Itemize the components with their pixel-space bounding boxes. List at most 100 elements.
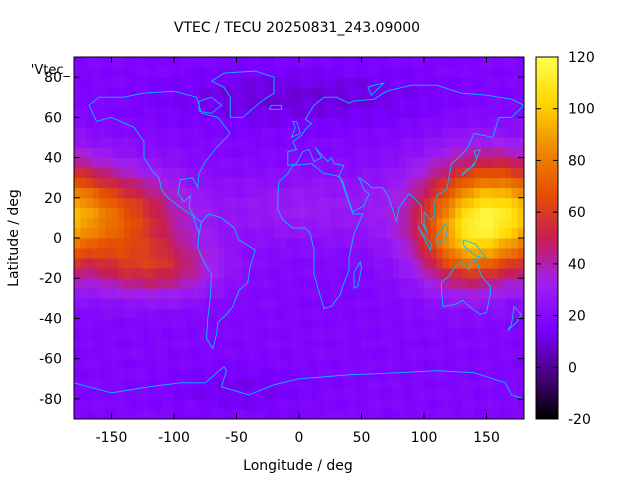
heatmap-cell [149,308,156,319]
heatmap-cell [367,318,375,329]
heatmap-cell [217,67,225,78]
heatmap-cell [486,137,494,148]
heatmap-cell [324,368,331,380]
heatmap-cell [186,368,194,380]
heatmap-cell [130,248,137,259]
heatmap-cell [286,127,294,138]
heatmap-cell [392,157,400,169]
heatmap-cell [424,67,431,78]
heatmap-cell [99,187,106,199]
heatmap-cell [492,57,500,68]
heatmap-cell [136,127,144,138]
heatmap-cell [299,107,306,118]
heatmap-cell [205,157,212,169]
heatmap-cell [130,127,137,138]
x-axis-label: Longitude / deg [243,458,353,474]
heatmap-cell [511,77,519,88]
heatmap-cell [136,348,144,360]
heatmap-cell [449,238,456,249]
heatmap-cell [249,147,256,158]
heatmap-cell [405,127,412,138]
heatmap-cell [417,238,425,249]
heatmap-cell [255,97,262,108]
heatmap-cell [405,197,412,209]
heatmap-cell [280,308,287,319]
heatmap-cell [155,177,162,189]
heatmap-cell [330,177,337,189]
heatmap-cell [336,187,344,199]
heatmap-cell [499,258,506,269]
heatmap-cell [486,67,494,78]
heatmap-cell [180,107,187,118]
heatmap-cell [517,328,524,339]
heatmap-cell [80,197,87,209]
heatmap-cell [349,177,356,189]
heatmap-cell [274,238,281,249]
heatmap-cell [424,308,431,319]
heatmap-cell [142,238,150,249]
heatmap-cell [486,117,494,128]
heatmap-cell [211,378,219,390]
heatmap-cell [292,117,300,128]
heatmap-cell [205,288,212,299]
heatmap-cell [174,207,181,219]
heatmap-cell [424,57,431,68]
heatmap-cell [492,197,500,209]
heatmap-cell [305,388,312,400]
heatmap-cell [274,308,281,319]
heatmap-cell [511,227,519,239]
heatmap-cell [80,318,87,329]
heatmap-cell [374,97,381,108]
heatmap-cell [136,217,144,229]
heatmap-cell [386,328,394,339]
heatmap-cell [486,97,494,108]
heatmap-cell [330,318,337,329]
heatmap-cell [74,318,81,329]
heatmap-cell [117,258,125,269]
heatmap-cell [517,217,524,229]
heatmap-cell [280,258,287,269]
heatmap-cell [74,388,81,400]
heatmap-cell [361,288,369,299]
heatmap-cell [317,57,325,68]
heatmap-cell [324,207,331,219]
heatmap-cell [399,107,406,118]
heatmap-cell [142,87,150,98]
coastline [462,239,488,259]
heatmap-cell [342,217,350,229]
heatmap-cell [492,177,500,189]
heatmap-cell [486,388,494,400]
heatmap-cell [361,298,369,309]
heatmap-cell [299,288,306,299]
heatmap-cell [499,167,506,179]
heatmap-cell [217,258,225,269]
heatmap-cell [411,57,419,68]
heatmap-cell [355,187,362,199]
heatmap-cell [80,167,87,179]
heatmap-cell [117,248,125,259]
heatmap-cell [149,278,156,289]
heatmap-cell [199,107,206,118]
heatmap-cell [124,298,131,309]
heatmap-cell [280,67,287,78]
heatmap-cell [424,268,431,279]
heatmap-cell [80,268,87,279]
heatmap-cell [374,348,381,360]
heatmap-cell [224,107,231,118]
heatmap-cell [124,127,131,138]
heatmap-cell [342,207,350,219]
heatmap-cell [474,348,481,360]
heatmap-cell [461,197,469,209]
heatmap-cell [361,147,369,158]
heatmap-cell [261,348,269,360]
heatmap-cell [167,57,175,68]
heatmap-cell [142,207,150,219]
heatmap-cell [174,378,181,390]
heatmap-cell [517,137,524,148]
heatmap-cell [417,408,425,419]
heatmap-cell [330,288,337,299]
heatmap-cell [230,97,237,108]
heatmap-cell [342,378,350,390]
heatmap-cell [211,398,219,410]
